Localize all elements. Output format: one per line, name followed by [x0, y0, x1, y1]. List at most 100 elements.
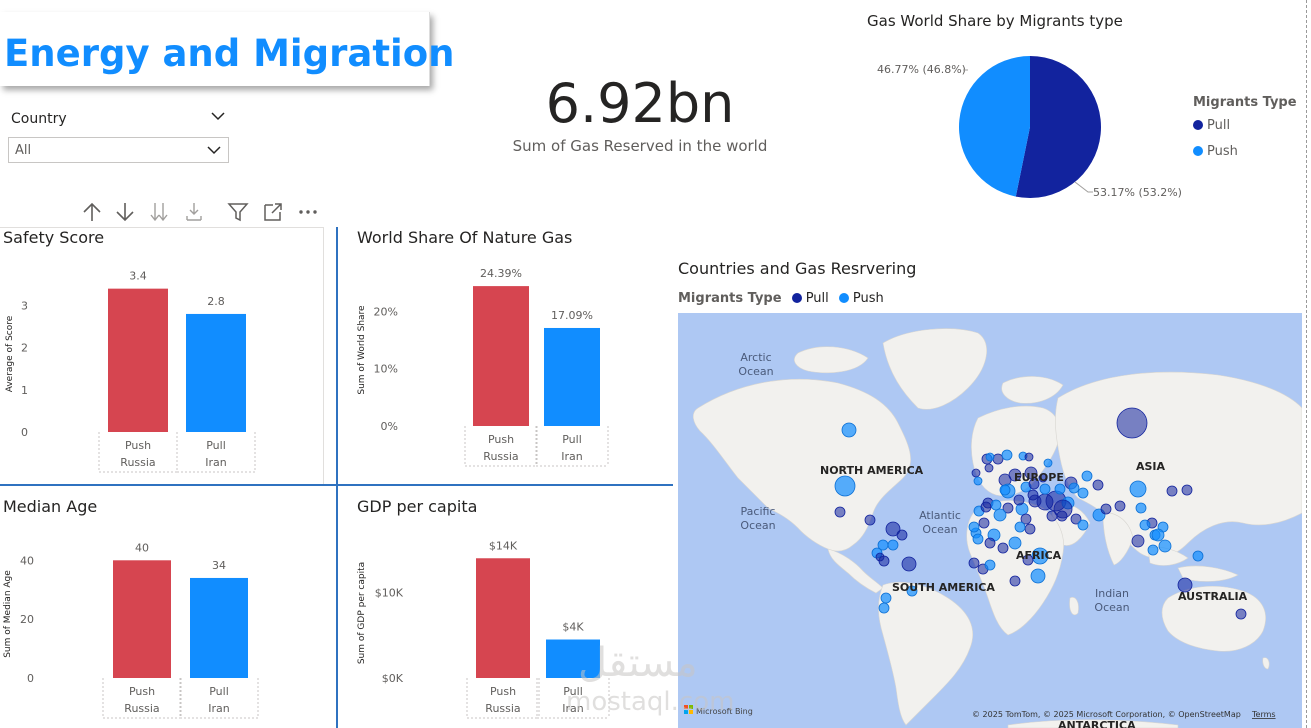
y-axis-label: Sum of GDP per capita: [357, 562, 367, 664]
x-subcategory-label: Russia: [120, 456, 155, 469]
continent-labels: NORTH AMERICA SOUTH AMERICA EUROPE AFRIC…: [820, 460, 1248, 728]
y-axis-label: Sum of World Share: [357, 305, 367, 395]
double-arrow-down-icon[interactable]: [147, 200, 171, 224]
pie-leader-lines: [963, 69, 1093, 193]
safety-score-title: Safety Score: [3, 228, 105, 247]
map-legend-push[interactable]: Push: [852, 291, 884, 306]
title-card: Energy and Migration: [0, 12, 454, 86]
bar: [186, 313, 246, 432]
map-bubble: [968, 557, 980, 569]
gdp-chart[interactable]: Sum of GDP per capita $0K $10K $14K Push Russ…: [340, 520, 670, 728]
map-bubble: [878, 602, 890, 614]
map-bubble: [972, 533, 984, 545]
y-tick-label: 40: [20, 554, 34, 567]
map-bubble: [980, 501, 992, 513]
map-bubble: [880, 592, 892, 604]
pull-legend-dot: [791, 293, 802, 303]
panel-border: [0, 227, 324, 228]
map-bubble: [971, 468, 981, 478]
map-bubble: [1081, 470, 1093, 482]
map-bubble: [1077, 519, 1089, 531]
watermark-arabic: مستقل: [578, 640, 698, 686]
indian-ocean-label: Indian Ocean: [1094, 587, 1129, 614]
expand-hierarchy-icon[interactable]: [182, 200, 206, 224]
focus-mode-icon[interactable]: [261, 200, 285, 224]
data-label: 17.09%: [551, 309, 593, 322]
x-category-label: Push: [125, 439, 151, 452]
pie-slice-pull: [1015, 56, 1101, 198]
antarctica-label: ANTARCTICA: [1058, 719, 1136, 728]
kpi-value: 6.92bn: [545, 72, 735, 135]
map-bubble: [1181, 484, 1193, 496]
y-tick-label: 0: [21, 426, 28, 439]
map-bubble: [992, 453, 1004, 465]
y-tick-label: 0: [27, 672, 34, 685]
map-bubble: [906, 585, 918, 597]
country-dropdown[interactable]: All: [8, 137, 229, 163]
map-bubble: [887, 539, 899, 551]
median-age-title: Median Age: [3, 497, 98, 516]
map-bubble: [1046, 510, 1058, 522]
map-bubble: [1014, 521, 1026, 533]
filter-icon[interactable]: [226, 200, 250, 224]
map-attribution: © 2025 TomTom, © 2025 Microsoft Corporat…: [972, 710, 1241, 719]
pie-legend-item-pull[interactable]: Pull: [1193, 118, 1230, 133]
map-terms-link[interactable]: Terms: [1251, 710, 1276, 719]
map-bubble: [1235, 608, 1247, 620]
bing-logo: Microsoft Bing: [684, 705, 753, 716]
y-tick-label: $0K: [382, 672, 404, 685]
x-category-label: Push: [490, 685, 516, 698]
data-label: 40: [135, 541, 149, 554]
map-canvas[interactable]: Arctic Ocean Pacific Ocean Atlantic Ocean I…: [678, 313, 1302, 728]
map-bubble: [1158, 539, 1172, 553]
map-bubble: [984, 537, 996, 549]
map-bubble: [1100, 503, 1112, 515]
atlantic-ocean-label: Atlantic Ocean: [919, 509, 961, 536]
south-america-label: SOUTH AMERICA: [892, 581, 995, 594]
data-label: $14K: [489, 539, 518, 552]
push-legend-dot: [838, 293, 849, 303]
map-legend-pull[interactable]: Pull: [805, 291, 829, 306]
map-title: Countries and Gas Resrvering: [678, 259, 917, 278]
map-bubble: [1008, 536, 1022, 550]
map-bubble: [1139, 519, 1151, 531]
y-tick-label: $10K: [375, 586, 404, 599]
africa-label: AFRICA: [1016, 549, 1062, 562]
arrow-up-icon[interactable]: [80, 200, 104, 224]
x-category-label: Pull: [209, 685, 229, 698]
europe-label: EUROPE: [1014, 471, 1064, 484]
median-age-chart[interactable]: Sum of Median Age 0 20 40 40 Push Russia 34 Pull…: [0, 520, 330, 728]
gas-share-pie-chart[interactable]: [940, 40, 1120, 215]
world-share-chart[interactable]: Sum of World Share 0% 10% 20% 24.39% Push Russ…: [340, 250, 670, 480]
map-bubble: [985, 452, 995, 462]
data-label: 24.39%: [480, 267, 522, 280]
more-options-icon[interactable]: [296, 200, 320, 224]
bar: [473, 286, 529, 426]
x-subcategory-label: Russia: [485, 702, 520, 715]
map-bubble: [968, 521, 980, 533]
north-america-label: NORTH AMERICA: [820, 464, 924, 477]
y-tick-label: 0%: [381, 420, 398, 433]
safety-score-chart[interactable]: Average of Score 0 1 2 3 3.4 Push Russia 2.8 Pull…: [0, 250, 322, 480]
map-bubble: [1024, 466, 1038, 480]
page-title: Energy and Migration: [4, 32, 455, 75]
map-bubble: [978, 517, 990, 529]
y-tick-label: 20%: [374, 305, 398, 318]
pie-pull-label: 53.17% (53.2%): [1093, 186, 1182, 199]
x-category-label: Push: [488, 433, 514, 446]
map-bubble: [1039, 483, 1051, 495]
gdp-title: GDP per capita: [357, 497, 478, 516]
y-tick-label: 2: [21, 342, 28, 355]
pie-push-label: 46.77% (46.8%): [877, 63, 966, 76]
map-bubble: [834, 475, 856, 497]
map-bubble: [1022, 554, 1034, 566]
data-label: 3.4: [129, 270, 147, 283]
arrow-down-icon[interactable]: [113, 200, 137, 224]
map-bubble: [841, 422, 857, 438]
map-bubble: [1068, 482, 1080, 494]
x-subcategory-label: Iran: [208, 702, 230, 715]
bar: [544, 327, 600, 426]
pie-legend-item-push[interactable]: Push: [1193, 144, 1238, 159]
chevron-down-icon[interactable]: [210, 108, 226, 124]
world-map[interactable]: Arctic Ocean Pacific Ocean Atlantic Ocean I…: [678, 313, 1302, 728]
